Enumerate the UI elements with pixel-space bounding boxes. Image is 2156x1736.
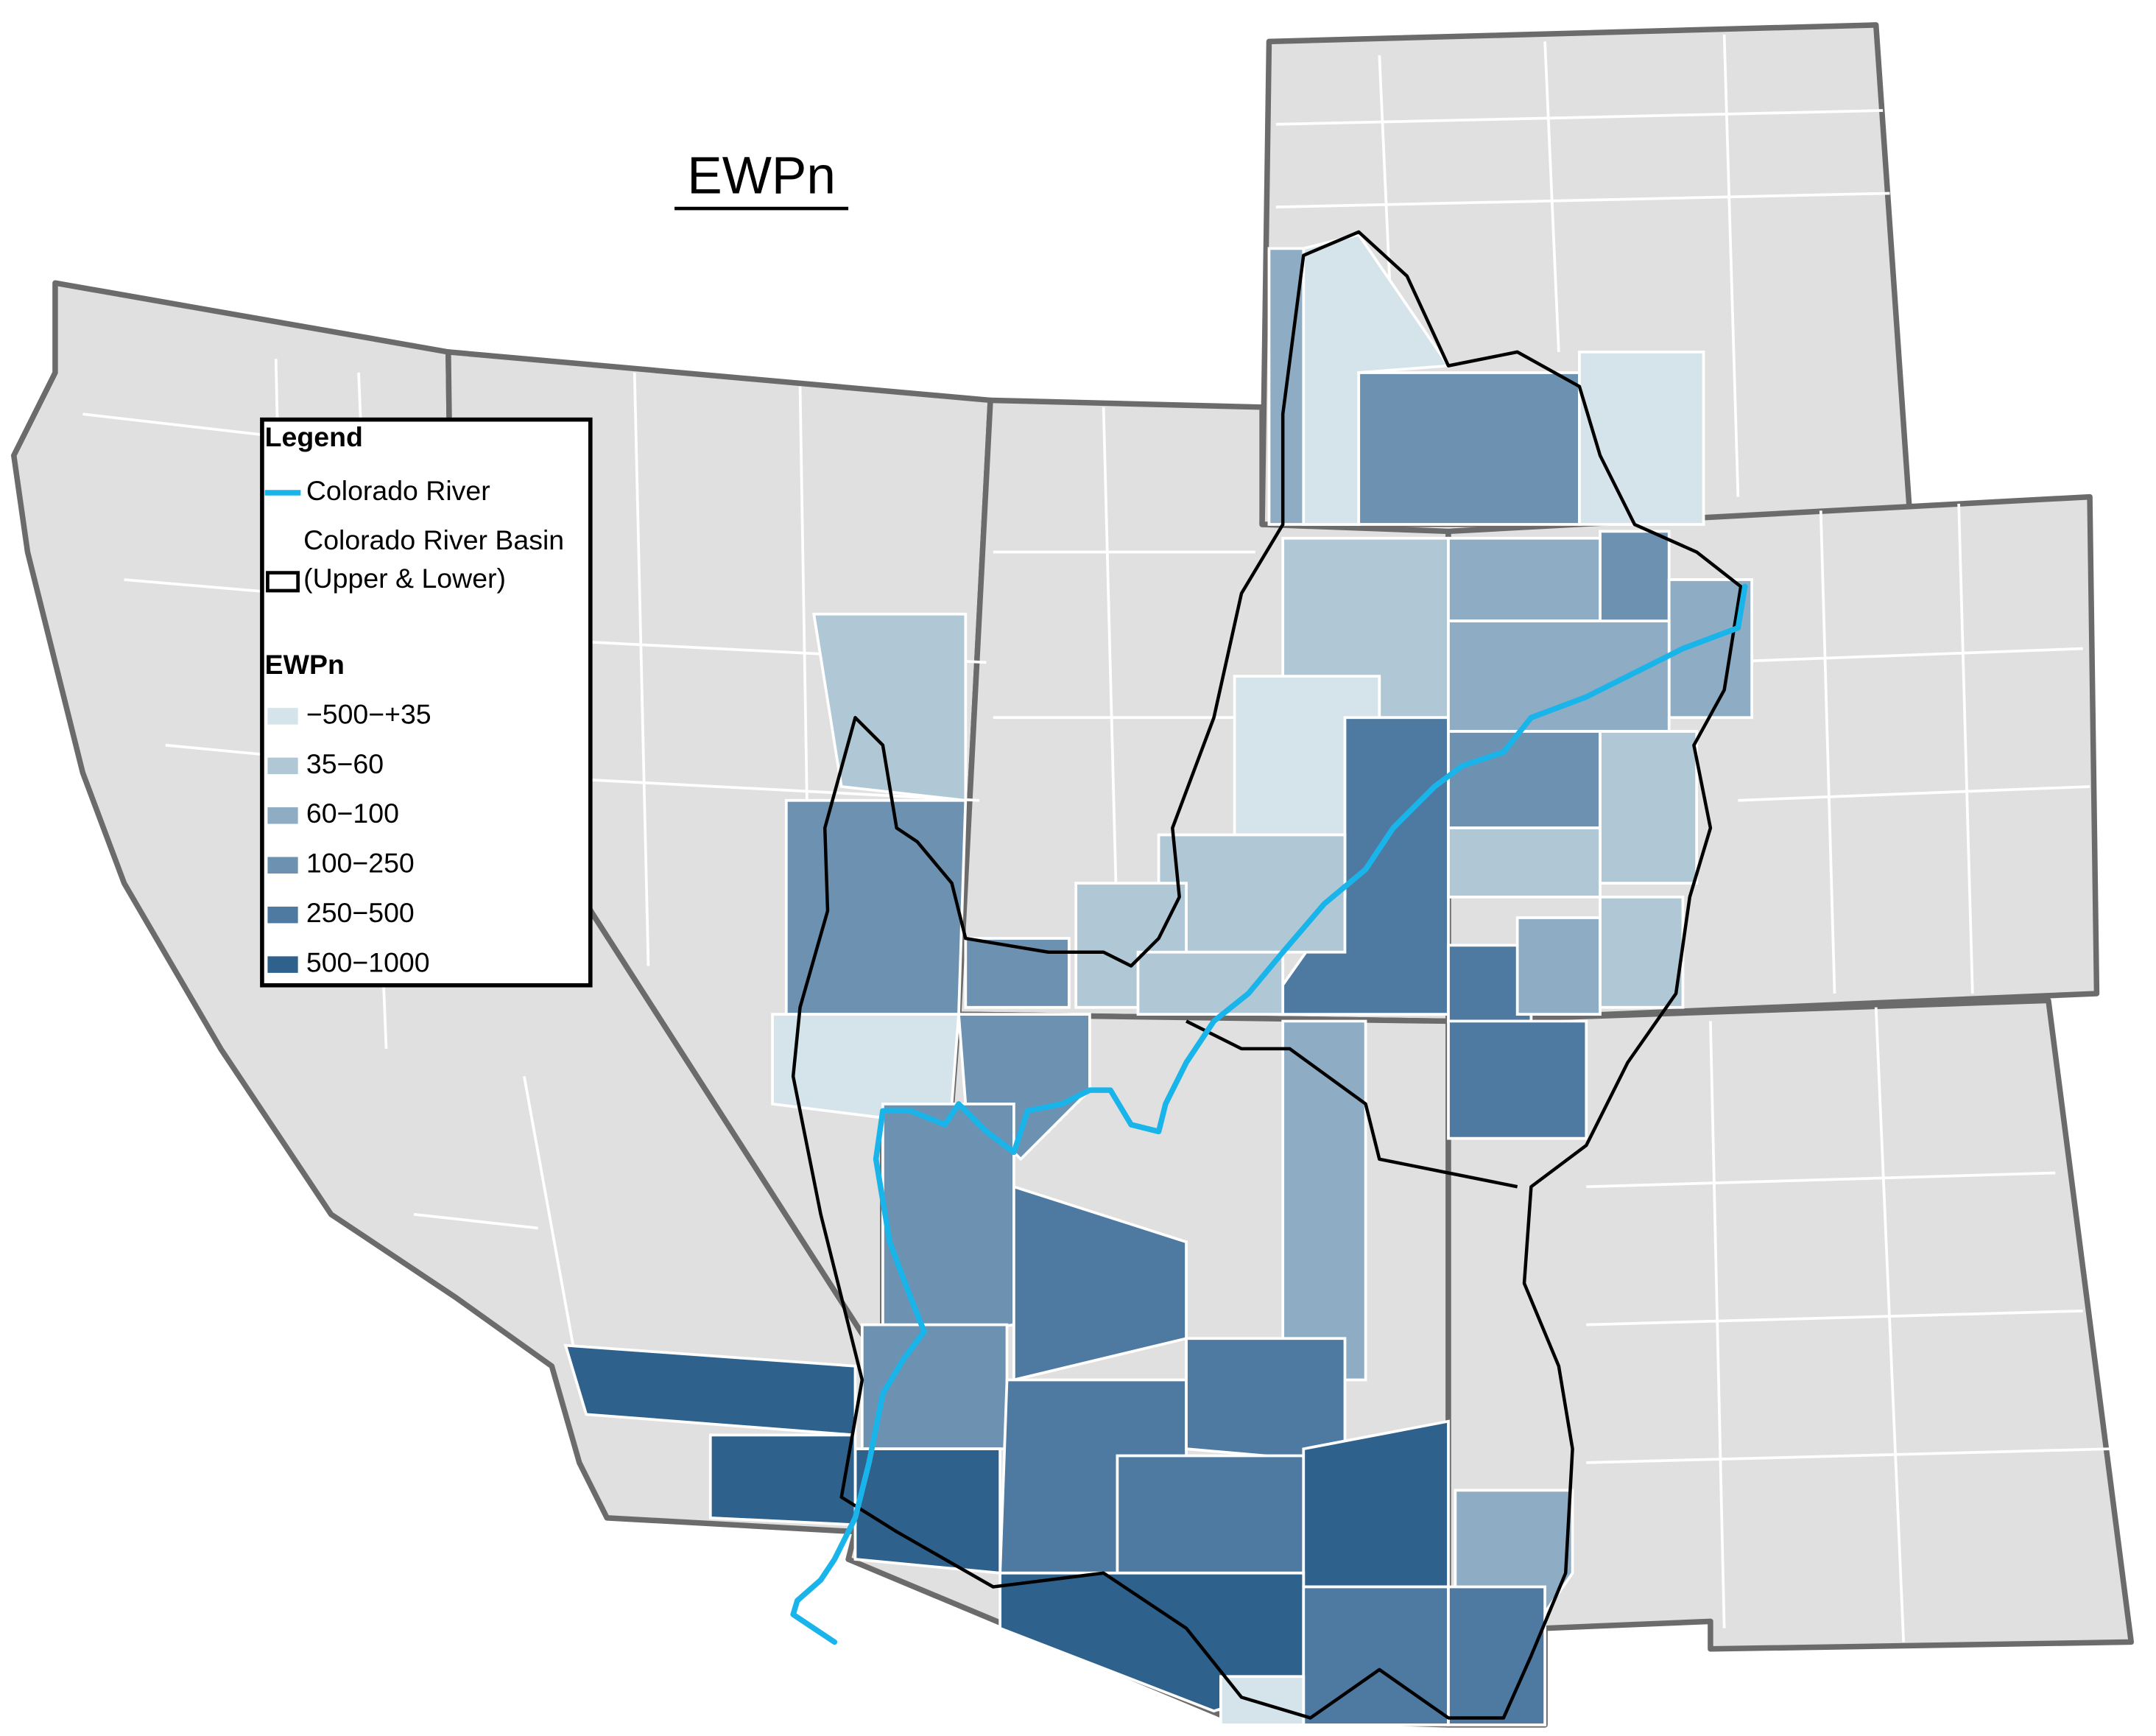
county (1599, 730, 1699, 885)
map-title: EWPn (687, 147, 836, 205)
legend-basin-label: Colorado River Basin (Upper & Lower) (303, 525, 565, 595)
basin-outline (791, 230, 1743, 1720)
county (708, 1433, 857, 1527)
county (1447, 536, 1609, 623)
county (1185, 1337, 1347, 1464)
legend-class-label: 60−100 (306, 798, 399, 829)
legend-box (260, 417, 593, 988)
legend-class-label: 100−250 (306, 848, 415, 879)
county (1447, 826, 1602, 899)
legend-swatch (267, 757, 298, 775)
legend-swatch (267, 857, 298, 874)
counties (563, 233, 1753, 1726)
county (1447, 730, 1602, 830)
county (1281, 1019, 1367, 1382)
legend-class-label: −500−+35 (306, 698, 431, 729)
county (1447, 1019, 1588, 1140)
legend-class-label: 250−500 (306, 897, 415, 928)
legend-class-label: 500−1000 (306, 947, 430, 978)
legend-swatch (267, 956, 298, 973)
county (1357, 371, 1581, 526)
legend-swatch (267, 906, 298, 924)
legend-basin-symbol (266, 571, 300, 593)
county (1302, 1419, 1450, 1589)
county (1578, 351, 1705, 526)
legend-swatch (267, 807, 298, 824)
county (1219, 1675, 1306, 1726)
county (771, 1013, 960, 1120)
legend: Legend Colorado River Colorado River Bas… (260, 417, 593, 988)
county (1515, 916, 1602, 1016)
legend-swatch (267, 708, 298, 725)
colorado-river (790, 583, 1748, 1645)
legend-scale-title: EWPn (265, 649, 345, 680)
legend-river-label: Colorado River (306, 475, 490, 506)
county (964, 937, 1071, 1009)
county (853, 1447, 1002, 1575)
county (784, 798, 968, 1016)
county (1447, 1585, 1546, 1726)
county (1599, 895, 1685, 1009)
county (1447, 619, 1671, 733)
legend-basin-wrap: Colorado River Basin (Upper & Lower) (303, 525, 565, 595)
county (1116, 1454, 1306, 1575)
county (1136, 950, 1285, 1016)
legend-class-label: 35−60 (306, 748, 384, 779)
legend-title: Legend (265, 421, 363, 452)
